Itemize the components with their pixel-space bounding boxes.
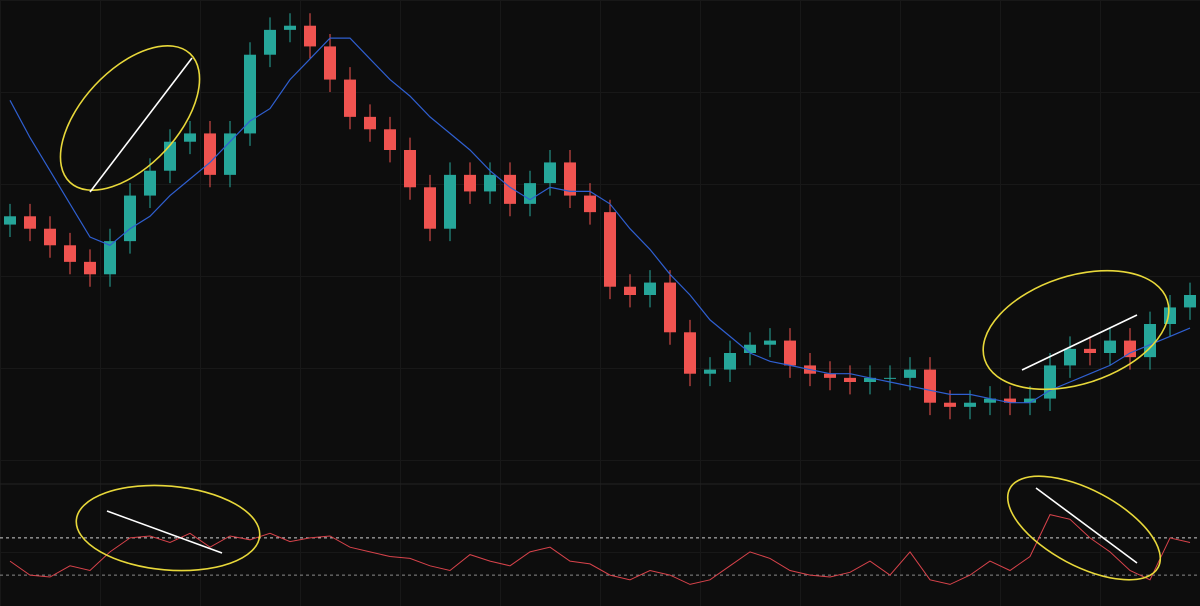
- candle-body: [784, 340, 796, 366]
- candle-body: [724, 353, 736, 370]
- candle-body: [244, 54, 256, 134]
- candle-body: [404, 150, 416, 188]
- candle-body: [704, 369, 716, 374]
- candle-body: [1164, 307, 1176, 324]
- annotation-line: [89, 57, 193, 193]
- candle-body: [604, 212, 616, 287]
- candle-body: [224, 133, 236, 175]
- annotation-line: [1021, 314, 1138, 371]
- annotations: [59, 44, 1170, 581]
- candle-body: [944, 402, 956, 407]
- annotation-line: [1035, 487, 1138, 564]
- oscillator-line: [9, 514, 1191, 585]
- candle-body: [624, 286, 636, 295]
- candle-body: [1184, 295, 1196, 308]
- candle-body: [1024, 398, 1036, 403]
- candle-body: [1044, 365, 1056, 399]
- candle-body: [564, 162, 576, 196]
- candle-body: [204, 133, 216, 175]
- candle-body: [664, 282, 676, 333]
- candle-body: [824, 373, 836, 378]
- annotation-ellipse: [59, 44, 201, 192]
- price-pane: [4, 13, 1196, 420]
- candle-body: [984, 398, 996, 403]
- annotation-ellipse: [1006, 475, 1162, 581]
- candle-body: [964, 402, 976, 407]
- candle-body: [544, 162, 556, 184]
- candle-body: [184, 133, 196, 142]
- candle-body: [284, 25, 296, 30]
- candle-body: [264, 29, 276, 55]
- annotation-ellipse: [982, 269, 1170, 391]
- candle-body: [1004, 398, 1016, 403]
- candle-body: [924, 369, 936, 403]
- candle-body: [64, 245, 76, 262]
- candle-body: [144, 170, 156, 196]
- candle-body: [884, 377, 896, 379]
- candle-body: [484, 174, 496, 192]
- candle-body: [1104, 340, 1116, 353]
- candle-body: [464, 174, 476, 192]
- candle-body: [844, 377, 856, 382]
- candle-body: [364, 116, 376, 130]
- annotation-line: [106, 510, 223, 554]
- candle-body: [84, 261, 96, 275]
- candle-body: [864, 377, 876, 382]
- candle-body: [384, 129, 396, 150]
- candle-body: [1124, 340, 1136, 358]
- candle-body: [644, 282, 656, 295]
- candle-body: [44, 228, 56, 246]
- candle-body: [104, 241, 116, 275]
- candle-body: [524, 183, 536, 204]
- candle-body: [124, 195, 136, 242]
- candle-body: [304, 25, 316, 47]
- annotation-ellipse: [75, 484, 261, 572]
- candle-body: [424, 187, 436, 229]
- moving-average-line: [9, 37, 1191, 404]
- candle-body: [504, 174, 516, 204]
- candle-body: [324, 46, 336, 80]
- candle-body: [444, 174, 456, 229]
- candle-body: [24, 216, 36, 229]
- candle-body: [584, 195, 596, 213]
- oscillator-pane: [0, 514, 1200, 585]
- candle-body: [1064, 348, 1076, 366]
- candle-body: [1084, 348, 1096, 353]
- candle-body: [684, 332, 696, 374]
- candle-body: [764, 340, 776, 345]
- candle-body: [744, 344, 756, 353]
- candle-body: [344, 79, 356, 117]
- candle-body: [4, 216, 16, 225]
- candle-body: [904, 369, 916, 378]
- candle-body: [1144, 324, 1156, 358]
